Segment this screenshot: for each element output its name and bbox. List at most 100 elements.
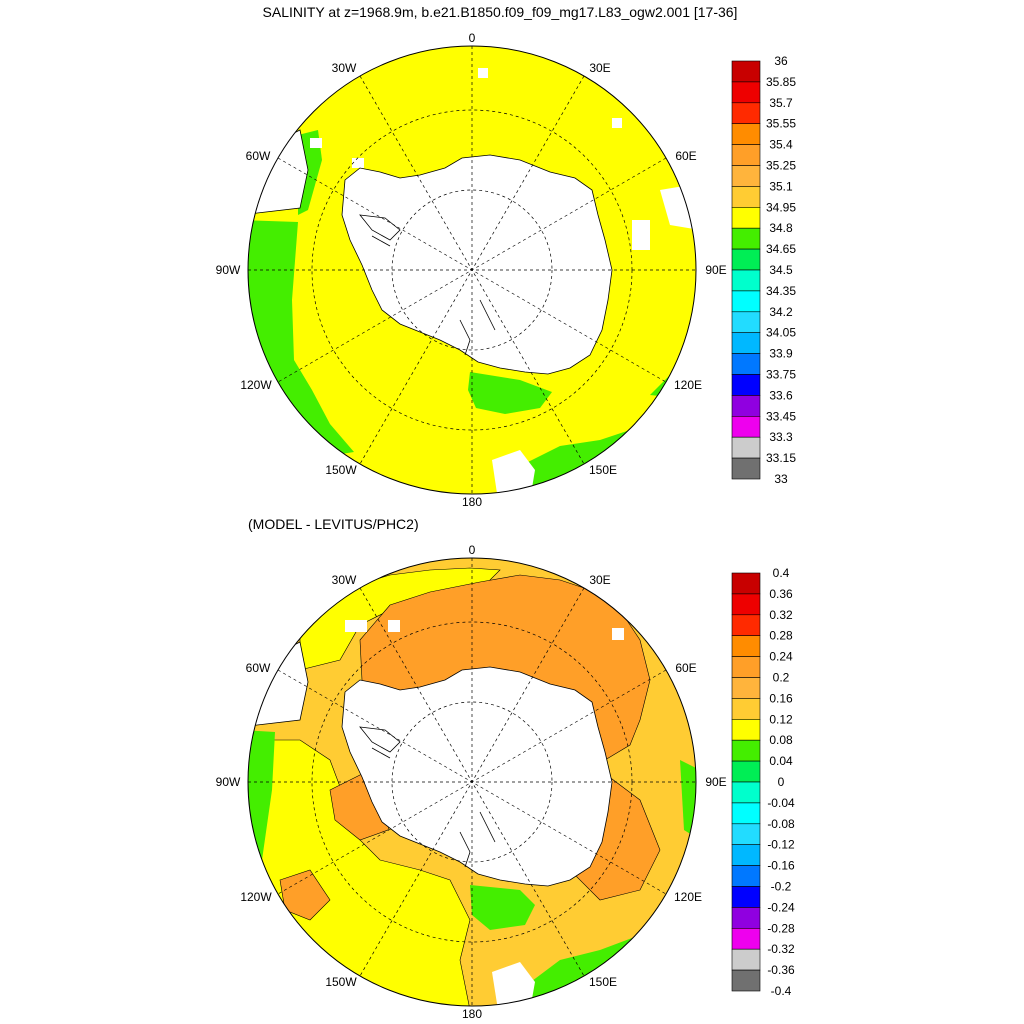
colorbar-label: 33.6 [769, 388, 793, 402]
top-label-150w: 150W [325, 463, 357, 477]
bottom-missing-patch [492, 962, 535, 1006]
bottom-label-90w: 90W [216, 775, 241, 789]
colorbar-swatch [731, 102, 761, 125]
colorbar-label: -0.4 [771, 984, 792, 998]
colorbar-swatch [731, 948, 761, 971]
colorbar-swatch [731, 81, 761, 104]
top-label-90e: 90E [705, 263, 726, 277]
colorbar-label: 0.36 [769, 587, 793, 601]
colorbar-label: -0.12 [767, 838, 795, 852]
colorbar-swatch [731, 144, 761, 166]
bottom-label-150e: 150E [589, 975, 617, 989]
colorbar-swatch [731, 907, 761, 929]
top-graticule [248, 46, 696, 494]
colorbar-swatch [731, 227, 761, 250]
top-label-150e: 150E [589, 463, 617, 477]
top-missing-patch [478, 68, 488, 78]
bottom-label-150w: 150W [325, 975, 357, 989]
bottom-label-180: 180 [462, 1007, 482, 1021]
bottom-label-120w: 120W [240, 890, 272, 904]
panel-bottom: (MODEL - LEVITUS/PHC2) [216, 516, 795, 1021]
colorbar-swatch [731, 718, 761, 741]
colorbar-label: 34.2 [769, 305, 793, 319]
colorbar-label: -0.32 [767, 942, 795, 956]
bottom-label-90e: 90E [705, 775, 726, 789]
colorbar-label: 0.28 [769, 629, 793, 643]
colorbar-swatch [731, 457, 761, 480]
bottom-label-120e: 120E [674, 890, 702, 904]
top-label-90w: 90W [216, 263, 241, 277]
bottom-label-0: 0 [469, 543, 476, 557]
top-label-30w: 30W [332, 61, 357, 75]
colorbar-swatch [731, 374, 761, 396]
top-label-120w: 120W [240, 378, 272, 392]
bottom-label-30w: 30W [332, 573, 357, 587]
colorbar-swatch [731, 290, 761, 313]
colorbar-swatch [731, 781, 761, 804]
colorbar-label: 0.24 [769, 650, 793, 664]
colorbar-label: 34.35 [766, 284, 796, 298]
colorbar-label: 0.08 [769, 733, 793, 747]
colorbar-swatch [731, 60, 761, 83]
top-map-outline [247, 45, 697, 495]
colorbar-label: -0.04 [767, 796, 795, 810]
colorbar-swatch [731, 248, 761, 271]
colorbar-label: 0.2 [773, 671, 790, 685]
colorbar-label: 0.4 [773, 566, 790, 580]
colorbar-label: 0.32 [769, 608, 793, 622]
colorbar-label: 33 [774, 472, 788, 486]
bottom-map [248, 558, 696, 1006]
top-green-ross [468, 372, 552, 414]
colorbar-swatch [731, 123, 761, 145]
colorbar-swatch [731, 269, 761, 292]
top-missing-patch [632, 220, 650, 250]
bottom-graticule [248, 558, 696, 1006]
bottom-missing-patch [345, 620, 367, 632]
top-missing-patch [352, 158, 364, 168]
colorbar-swatch [731, 635, 761, 657]
bottom-missing-patch [612, 628, 624, 640]
colorbar-swatch [731, 927, 761, 950]
colorbar-swatch [731, 739, 761, 762]
bottom-antarctica [341, 666, 613, 887]
bottom-green-ross [470, 885, 535, 930]
bottom-label-60e: 60E [675, 661, 696, 675]
bottom-land-south-america [248, 641, 309, 728]
panel-bottom-title: (MODEL - LEVITUS/PHC2) [248, 516, 419, 532]
top-map [248, 46, 696, 494]
top-missing-patch [612, 118, 622, 128]
colorbar-swatch [731, 802, 761, 825]
colorbar-label: 35.25 [766, 159, 796, 173]
colorbar-label: -0.16 [767, 859, 795, 873]
colorbar-label: 34.65 [766, 242, 796, 256]
colorbar-swatch [731, 572, 761, 595]
colorbar-label: 33.9 [769, 347, 793, 361]
colorbar-swatch [731, 593, 761, 616]
colorbar-swatch [731, 353, 761, 375]
colorbar-swatch [731, 415, 761, 438]
colorbar-swatch [731, 760, 761, 783]
top-label-120e: 120E [674, 378, 702, 392]
colorbar-label: -0.28 [767, 921, 795, 935]
colorbar-swatch [731, 436, 761, 459]
colorbar-label: 35.4 [769, 138, 793, 152]
top-colorbar: 36 35.85 35.7 35.55 35.4 35.25 35.1 34.95 34.8 34… [731, 54, 796, 486]
colorbar-swatch [731, 886, 761, 908]
colorbar-label: 34.5 [769, 263, 793, 277]
top-label-60e: 60E [675, 149, 696, 163]
colorbar-label: -0.08 [767, 817, 795, 831]
colorbar-label: 35.85 [766, 75, 796, 89]
colorbar-swatch [731, 207, 761, 229]
bottom-label-30e: 30E [589, 573, 610, 587]
colorbar-label: 35.7 [769, 96, 793, 110]
colorbar-swatch [731, 698, 761, 720]
top-missing-patch [310, 138, 322, 148]
colorbar-swatch [731, 614, 761, 636]
bottom-colorbar: 0.4 0.36 0.32 0.28 0.24 0.2 0.16 0.12 0.08 0.04 0 -… [731, 566, 795, 998]
colorbar-label: 35.55 [766, 117, 796, 131]
top-antarctica [341, 154, 613, 375]
colorbar-swatch [731, 969, 761, 992]
colorbar-label: -0.24 [767, 900, 795, 914]
colorbar-label: 33.15 [766, 451, 796, 465]
colorbar-label: 35.1 [769, 179, 793, 193]
